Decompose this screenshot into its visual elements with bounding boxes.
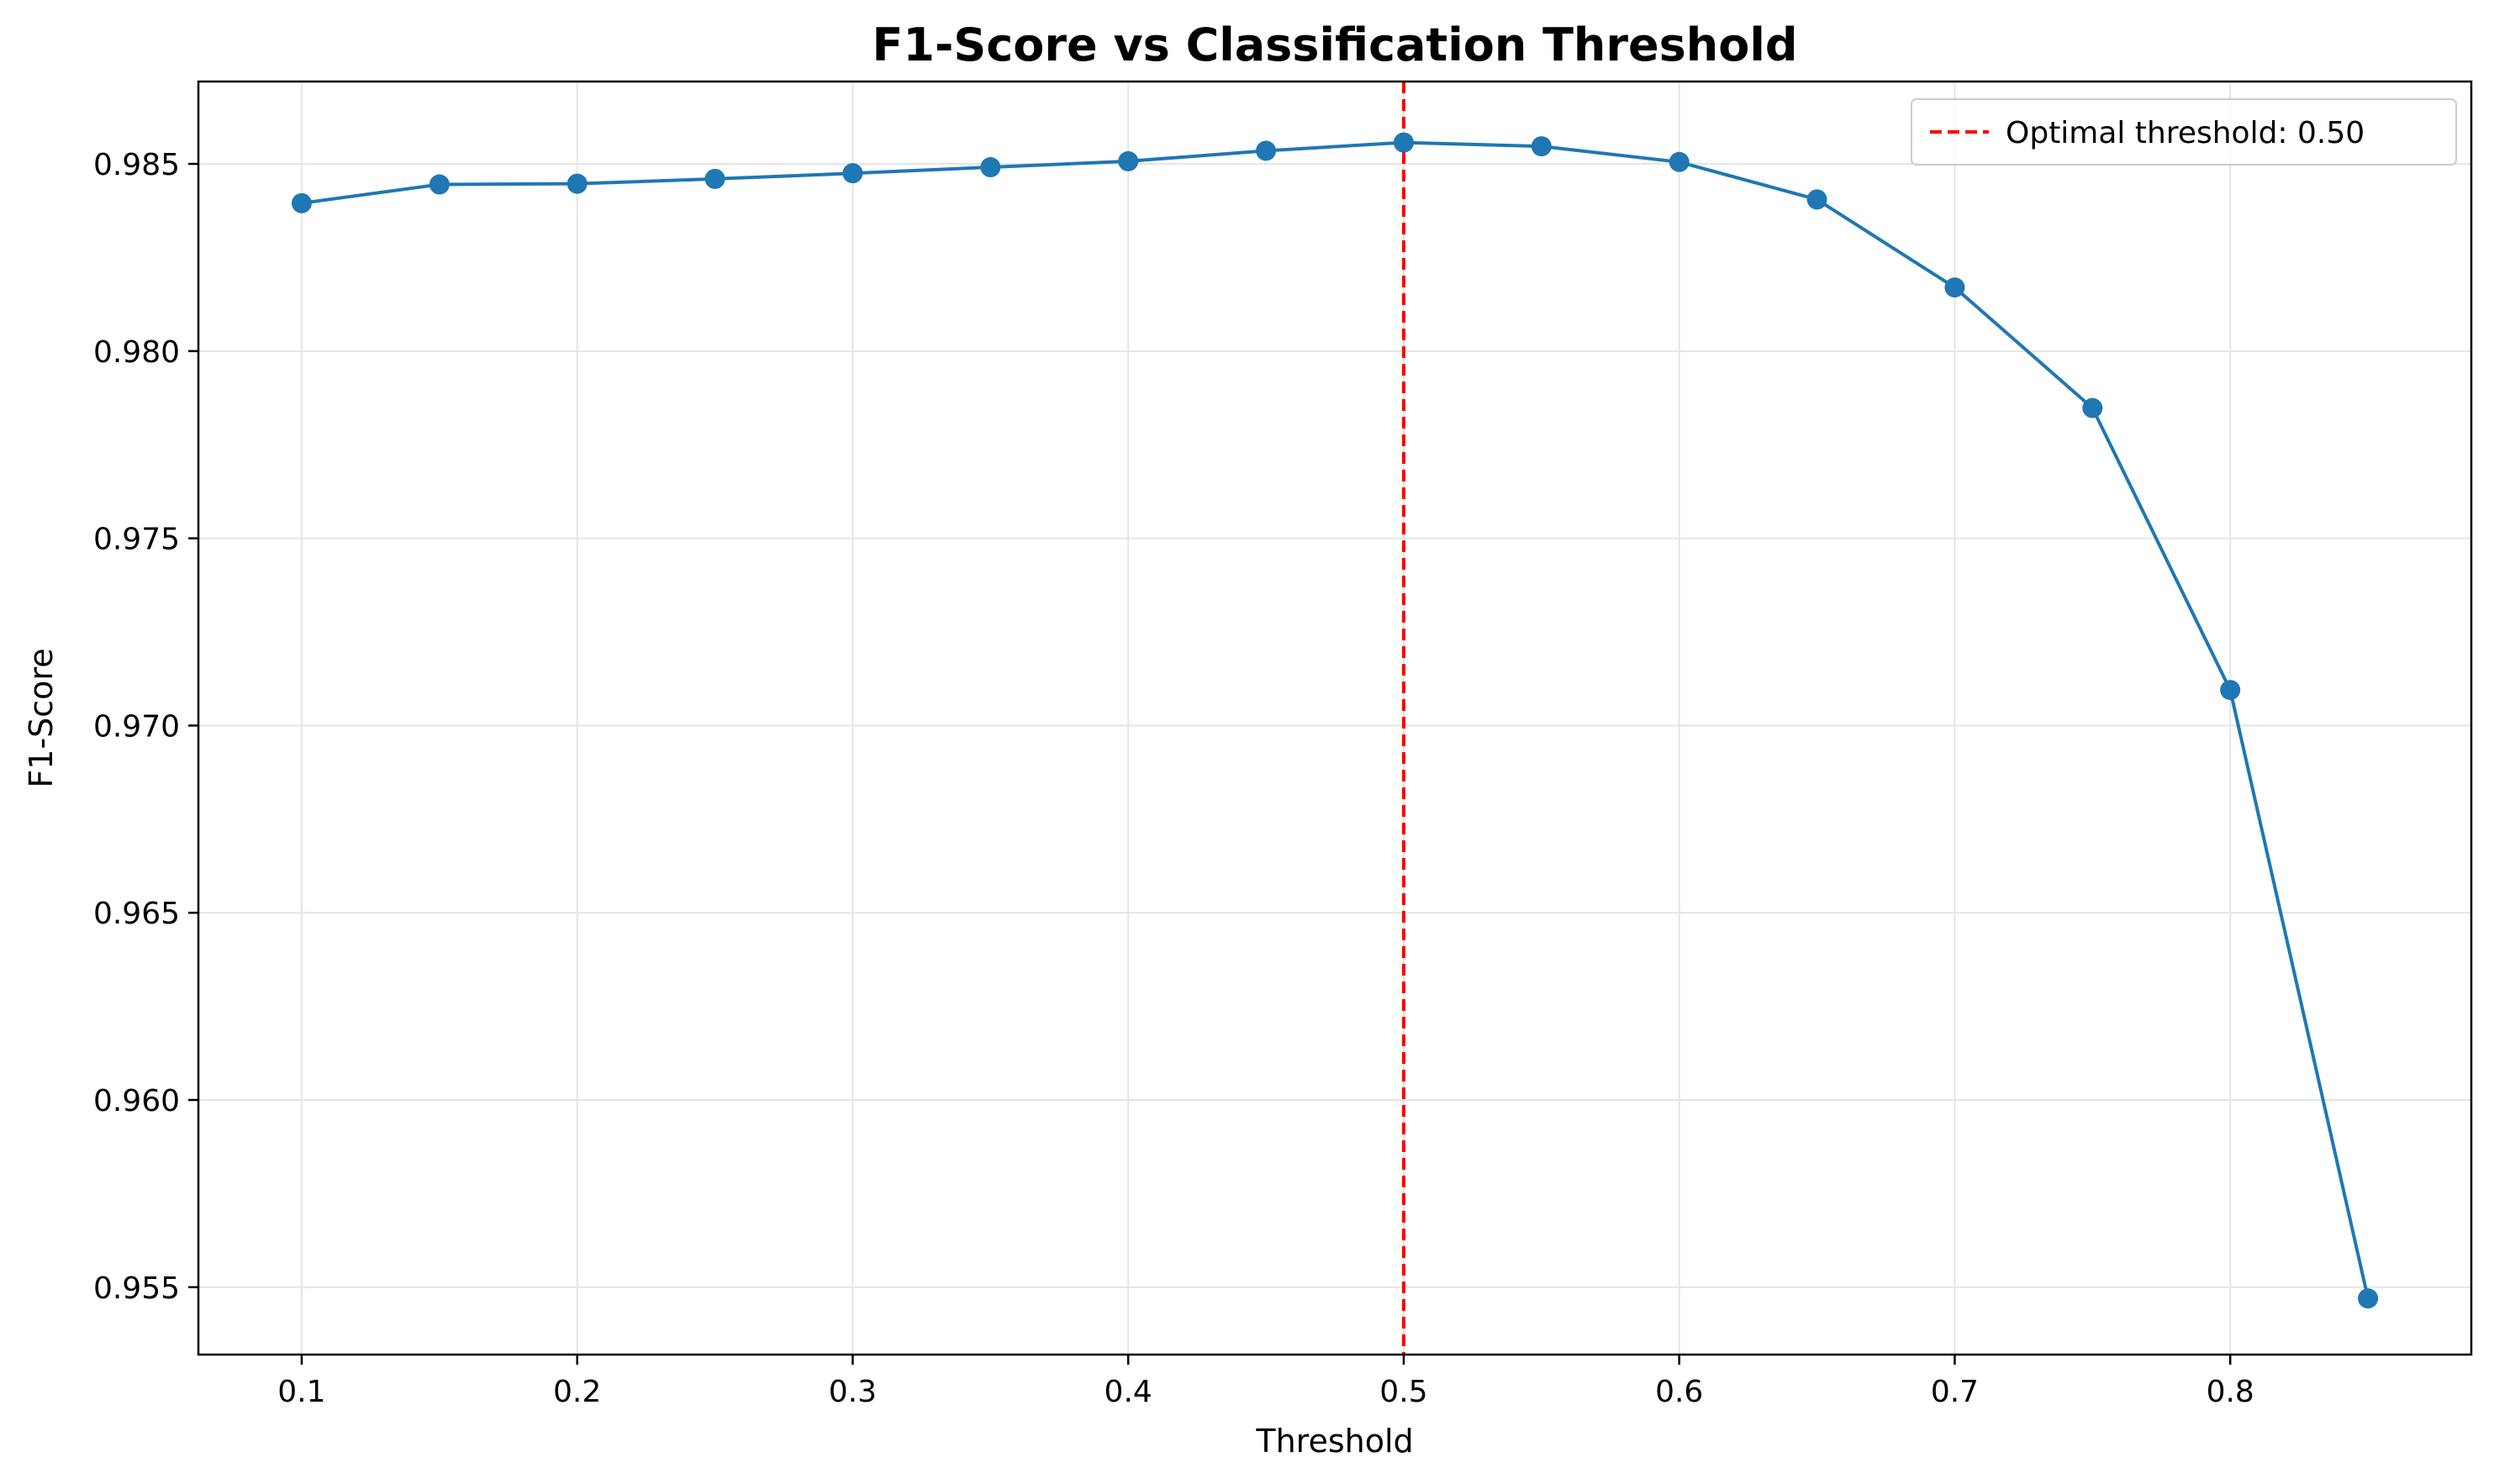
legend: Optimal threshold: 0.50	[1911, 98, 2457, 166]
y-tick-label: 0.965	[93, 897, 180, 931]
plot-area-frame	[197, 80, 2473, 1356]
data-point	[1531, 136, 1552, 157]
y-axis-ticks: 0.955 0.960 0.965 0.970 0.975 0.980 0.985	[93, 148, 198, 1306]
y-tick-label: 0.975	[93, 523, 180, 557]
data-point	[291, 192, 312, 213]
legend-label-optimal-threshold: Optimal threshold: 0.50	[2006, 116, 2365, 150]
x-tick-label: 0.1	[277, 1375, 325, 1409]
x-tick-label: 0.6	[1655, 1375, 1703, 1409]
data-point	[1806, 189, 1827, 210]
data-point	[567, 173, 588, 194]
legend-box	[1911, 98, 2457, 166]
data-point	[2358, 1288, 2379, 1309]
x-tick-label: 0.2	[553, 1375, 601, 1409]
data-point	[2220, 680, 2241, 701]
x-tick-label: 0.4	[1105, 1375, 1152, 1409]
data-point	[429, 174, 450, 195]
x-tick-label: 0.5	[1379, 1375, 1427, 1409]
data-point	[2082, 397, 2103, 418]
x-axis-ticks: 0.1 0.2 0.3 0.4 0.5 0.6 0.7 0.8	[277, 1355, 2254, 1409]
x-tick-label: 0.3	[829, 1375, 877, 1409]
y-tick-label: 0.985	[93, 148, 180, 182]
y-tick-label: 0.960	[93, 1084, 180, 1118]
y-tick-label: 0.970	[93, 709, 180, 744]
data-point	[1669, 151, 1690, 172]
chart-title: F1-Score vs Classification Threshold	[873, 18, 1798, 71]
y-axis-label: F1-Score	[23, 648, 60, 787]
data-point	[1393, 132, 1414, 153]
y-tick-label: 0.955	[93, 1271, 180, 1306]
grid-lines	[198, 82, 2471, 1355]
y-tick-label: 0.980	[93, 335, 180, 370]
data-point	[1256, 140, 1277, 161]
x-tick-label: 0.7	[1931, 1375, 1979, 1409]
data-point	[704, 168, 725, 189]
data-point	[980, 157, 1001, 178]
x-tick-label: 0.8	[2207, 1375, 2254, 1409]
x-axis-label: Threshold	[1255, 1423, 1413, 1460]
data-point	[842, 163, 863, 184]
data-point	[1944, 277, 1965, 298]
data-point	[1118, 150, 1139, 171]
series-layer	[291, 132, 2379, 1309]
series-line	[301, 140, 2370, 1299]
